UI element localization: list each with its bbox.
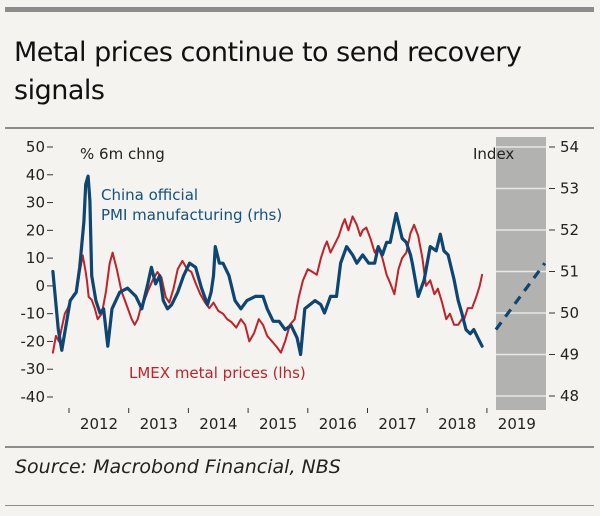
left-axis-tick-label: 10: [26, 249, 45, 267]
right-axis-tick-label: 53: [560, 180, 579, 198]
source-note: Source: Macrobond Financial, NBS: [15, 456, 341, 478]
left-axis-tick-label: 20: [26, 221, 45, 239]
left-axis-tick-label: 50: [26, 138, 45, 156]
right-axis-tick-label: 48: [560, 387, 579, 405]
x-axis-tick-label: 2014: [199, 415, 237, 433]
x-axis-tick-label: 2016: [319, 415, 357, 433]
left-axis-tick-label: -20: [21, 332, 46, 350]
left-axis-tick-label: 0: [35, 277, 45, 295]
left-axis-tick-label: 30: [26, 194, 45, 212]
bottom-divider: [5, 505, 594, 506]
pmi-series-label-line2: PMI manufacturing (rhs): [101, 206, 282, 224]
x-axis-tick-label: 2018: [438, 415, 476, 433]
footer-divider: [5, 446, 594, 448]
left-axis-label: % 6m chng: [80, 145, 165, 163]
chart-title: Metal prices continue to send recovery s…: [14, 37, 522, 106]
left-axis-tick-label: -40: [21, 388, 46, 406]
top-divider: [5, 7, 594, 12]
right-axis-tick-label: 54: [560, 138, 579, 156]
lmex-series-line: [51, 215, 484, 354]
right-axis-tick-label: 52: [560, 221, 579, 239]
x-axis-tick-label: 2013: [140, 415, 178, 433]
right-axis-label: Index: [473, 145, 514, 163]
right-axis-tick-label: 49: [560, 346, 579, 364]
x-axis-tick-label: 2012: [80, 415, 118, 433]
x-axis-tick-label: 2019: [498, 415, 536, 433]
left-axis-tick-label: -10: [21, 305, 46, 323]
pmi-series-line: [51, 174, 484, 357]
title-divider: [5, 127, 594, 129]
right-axis-tick-label: 50: [560, 304, 579, 322]
left-axis-tick-label: -30: [21, 360, 46, 378]
right-axis-tick-label: 51: [560, 263, 579, 281]
left-axis-tick-label: 40: [26, 166, 45, 184]
x-axis-tick-label: 2015: [259, 415, 297, 433]
x-axis-tick-label: 2017: [378, 415, 416, 433]
lmex-series-label: LMEX metal prices (lhs): [129, 364, 306, 382]
pmi-forecast-line: [494, 262, 547, 331]
pmi-series-label-line1: China official: [101, 186, 198, 204]
